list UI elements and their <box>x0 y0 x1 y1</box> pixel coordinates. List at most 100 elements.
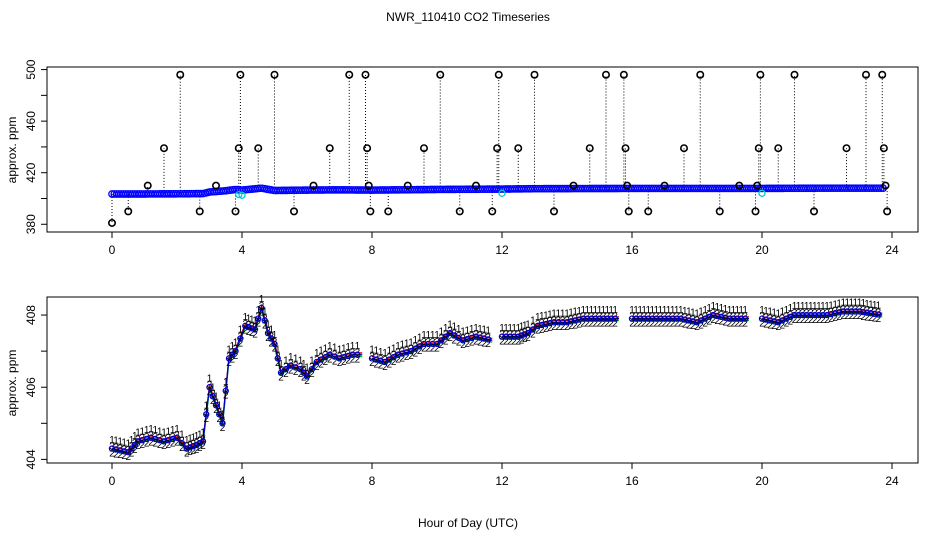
series-1-marker: 1 <box>735 305 741 316</box>
series-1-marker: 1 <box>771 308 777 319</box>
flag-point <box>366 207 375 216</box>
series-1-marker: 1 <box>288 352 294 363</box>
series-2-marker: 2 <box>341 357 347 368</box>
flag-point <box>861 70 870 79</box>
series-2-marker: 2 <box>572 320 578 331</box>
series-2-marker: 2 <box>804 315 810 326</box>
series-2-marker: 2 <box>641 318 647 329</box>
series-1-marker: 1 <box>507 323 513 334</box>
series-3-point <box>571 317 579 324</box>
flag-point <box>254 144 263 153</box>
flag-point <box>751 207 760 216</box>
series-3-marker: 3 <box>249 321 255 332</box>
series-3-point <box>510 333 518 340</box>
series-3-point <box>685 317 693 324</box>
series-1-marker: 1 <box>658 305 664 316</box>
series-2-marker: 2 <box>840 311 846 322</box>
series-1-marker: 1 <box>400 340 406 351</box>
series-3-marker: 3 <box>252 322 258 333</box>
series-3-point <box>738 315 745 322</box>
series-1-marker: 1 <box>715 302 721 313</box>
flag-point <box>715 207 724 216</box>
series-2-marker: 2 <box>633 318 639 329</box>
series-3-marker: 3 <box>742 312 748 323</box>
flag-point <box>345 70 354 79</box>
series-3-marker: 3 <box>452 328 458 339</box>
series-3-point <box>584 315 591 322</box>
series-1-marker: 1 <box>242 312 248 323</box>
series-1-marker: 1 <box>686 307 692 318</box>
series-2-marker: 2 <box>507 337 513 348</box>
series-1-marker: 1 <box>345 342 351 353</box>
series-3-marker: 3 <box>148 431 154 442</box>
flag-point <box>403 181 412 190</box>
series-2-marker: 2 <box>522 334 528 345</box>
series-3-point <box>871 310 878 318</box>
series-1-marker: 1 <box>698 307 704 318</box>
series-1-marker: 1 <box>309 355 315 366</box>
series-3-point <box>856 308 863 315</box>
series-2-marker: 2 <box>662 318 668 329</box>
series-3-point <box>628 315 636 322</box>
series-2-marker: 2 <box>580 318 586 329</box>
series-2-marker: 2 <box>759 318 765 329</box>
series-1-marker: 1 <box>694 308 700 319</box>
series-3-point <box>600 315 607 322</box>
series-3-marker: 3 <box>216 407 222 418</box>
series-1-marker: 1 <box>585 305 591 316</box>
series-1-marker: 1 <box>593 305 599 316</box>
series-2-marker: 2 <box>288 365 294 376</box>
series-2-marker: 2 <box>792 315 798 326</box>
series-3-point <box>640 315 648 322</box>
series-3-marker: 3 <box>298 362 304 373</box>
x-tick-label: 4 <box>239 243 246 257</box>
series-3-point <box>472 333 480 340</box>
series-2-marker: 2 <box>706 317 712 328</box>
series-1-marker: 1 <box>229 341 235 352</box>
series-1-marker: 1 <box>876 301 882 312</box>
series-1-marker: 1 <box>710 301 716 312</box>
series-3-marker: 3 <box>845 304 851 315</box>
series-3-marker: 3 <box>125 445 131 456</box>
series-3-marker: 3 <box>828 307 834 318</box>
series-2-marker: 2 <box>589 318 595 329</box>
series-1-marker: 1 <box>572 307 578 318</box>
series-3-point <box>274 355 281 362</box>
series-2-marker: 2 <box>864 312 870 323</box>
series-2-marker: 2 <box>593 318 599 329</box>
series-3-point <box>863 309 871 316</box>
series-3-point <box>251 326 259 333</box>
series-3-marker: 3 <box>605 312 611 323</box>
series-3-marker: 3 <box>157 433 163 444</box>
series-3-point <box>232 347 239 355</box>
series-3-point <box>225 355 233 362</box>
series-3-marker: 3 <box>374 353 380 364</box>
bottom-panel-ylabel: approx. ppm <box>5 350 19 417</box>
series-3-marker: 3 <box>382 355 388 366</box>
top-x-axis: 0 4 8 12 16 20 24 <box>109 232 899 257</box>
flag-point <box>623 181 632 190</box>
series-3-marker: 3 <box>223 384 229 395</box>
series-3-point <box>831 310 839 317</box>
series-1-marker: 1 <box>719 303 725 314</box>
flag-point <box>569 181 578 190</box>
series-2-marker: 2 <box>686 320 692 331</box>
flag-point <box>384 207 393 216</box>
series-1-marker: 1 <box>238 325 244 336</box>
series-1-marker: 1 <box>723 304 729 315</box>
series-3-marker: 3 <box>170 432 176 443</box>
series-1-marker: 1 <box>654 305 660 316</box>
series-3-marker: 3 <box>763 313 769 324</box>
series-3-point <box>193 441 200 449</box>
series-3-marker: 3 <box>543 317 549 328</box>
series-1-marker: 1 <box>413 335 419 346</box>
bottom-panel-marks: 1231231231231231231231231231231231231231… <box>108 294 883 463</box>
series-2-marker: 2 <box>323 357 329 368</box>
series-3-marker: 3 <box>690 314 696 325</box>
series-1-marker: 1 <box>608 305 614 316</box>
series-3-point <box>665 315 672 322</box>
series-2-marker: 2 <box>637 318 643 329</box>
series-1-marker: 1 <box>190 432 196 443</box>
series-3-point <box>120 448 128 455</box>
